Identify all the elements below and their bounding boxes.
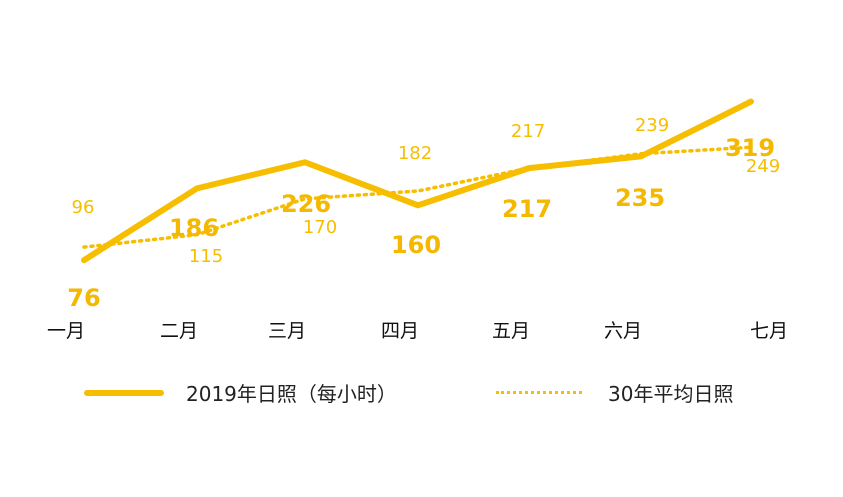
data-label-30yr-average-5: 217 <box>511 121 545 142</box>
x-tick-label-3: 三月 <box>268 320 306 342</box>
data-label-2019-7: 319 <box>725 134 775 162</box>
data-label-30yr-average-3: 170 <box>303 217 337 238</box>
data-label-2019-6: 235 <box>615 184 665 212</box>
legend-label-30yr-average: 30年平均日照 <box>608 382 734 406</box>
data-label-30yr-average-6: 239 <box>635 115 669 136</box>
data-label-30yr-average-2: 115 <box>189 246 223 267</box>
x-tick-label-4: 四月 <box>381 320 419 342</box>
data-label-2019-5: 217 <box>502 195 552 223</box>
legend-label-2019: 2019年日照（每小时） <box>186 382 397 406</box>
data-label-2019-3: 226 <box>281 190 331 218</box>
data-label-30yr-average-1: 96 <box>72 197 95 218</box>
legend-swatch-solid-line <box>84 389 164 396</box>
legend-item-2019: 2019年日照（每小时） <box>84 378 397 407</box>
legend-swatch-dotted-line <box>496 391 582 394</box>
chart-legend: 2019年日照（每小时） 30年平均日照 <box>0 368 843 418</box>
x-tick-label-2: 二月 <box>160 320 198 342</box>
data-label-2019-1: 76 <box>67 284 100 312</box>
x-tick-label-6: 六月 <box>604 320 642 342</box>
x-tick-label-7: 七月 <box>750 320 788 342</box>
x-tick-label-5: 五月 <box>492 320 530 342</box>
data-label-30yr-average-4: 182 <box>398 143 432 164</box>
data-label-2019-4: 160 <box>391 231 441 259</box>
legend-item-30yr-average: 30年平均日照 <box>496 378 733 407</box>
x-tick-label-1: 一月 <box>47 320 85 342</box>
data-label-30yr-average-7: 249 <box>746 156 780 177</box>
data-label-2019-2: 186 <box>169 214 219 242</box>
